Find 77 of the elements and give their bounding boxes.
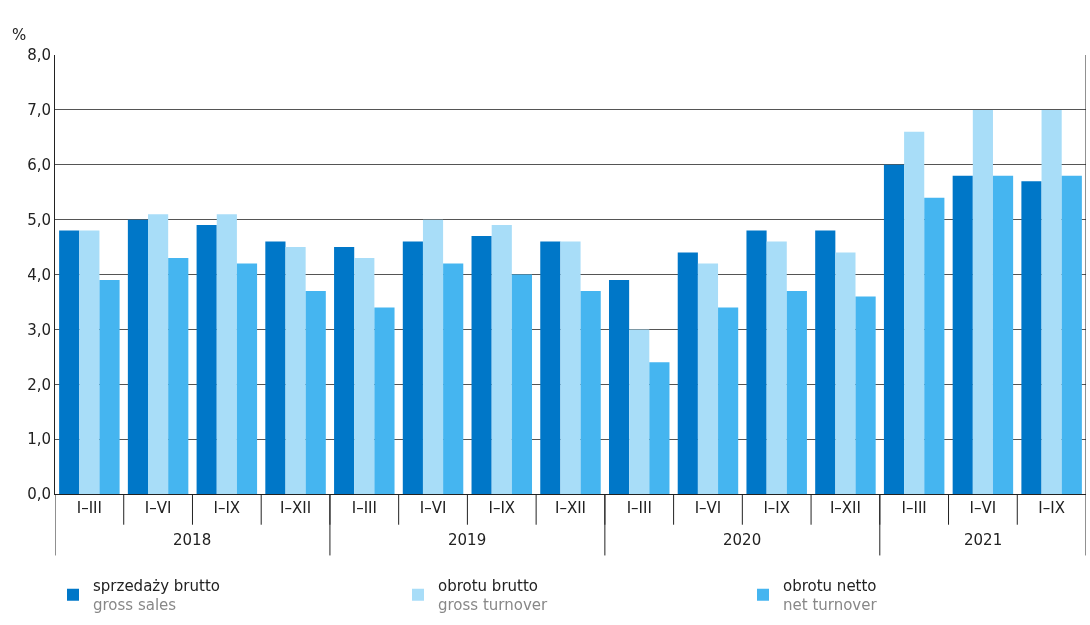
legend-label: obrotu netto net turnover xyxy=(783,576,878,615)
bar xyxy=(786,290,807,494)
bar xyxy=(127,219,149,494)
bar xyxy=(491,225,512,494)
bar xyxy=(649,362,670,494)
bar xyxy=(402,241,423,494)
y-axis-title: % xyxy=(12,26,27,44)
legend-label: sprzedaży brutto gross sales xyxy=(93,576,220,615)
y-tick-label: 1,0 xyxy=(27,430,51,449)
bar xyxy=(952,175,973,494)
bar xyxy=(972,109,993,494)
x-tick-label: I–VI xyxy=(694,499,722,517)
bar xyxy=(265,241,286,494)
bar xyxy=(1061,175,1082,494)
x-tick-label: I–XII xyxy=(280,499,312,517)
bar xyxy=(511,274,533,494)
bar xyxy=(79,230,100,494)
x-tick-label: I–VI xyxy=(144,499,172,517)
bar xyxy=(677,252,698,494)
bar xyxy=(855,296,876,494)
bar xyxy=(766,241,787,494)
bar xyxy=(883,164,905,494)
bar xyxy=(59,230,80,494)
y-tick-label: 6,0 xyxy=(27,156,51,174)
text: 2018 xyxy=(173,531,212,549)
x-tick-label: I–XII xyxy=(554,499,587,517)
y-tick-label: 8,0 xyxy=(27,46,51,65)
y-tick-label: 2,0 xyxy=(27,375,51,394)
bar xyxy=(354,258,375,494)
bar xyxy=(196,225,217,494)
bar xyxy=(746,230,767,494)
bar xyxy=(629,329,650,494)
bar xyxy=(148,214,169,494)
x-tick-label: I–III xyxy=(76,499,102,517)
bar xyxy=(608,279,630,494)
bar xyxy=(992,175,1014,494)
x-tick-label: I–III xyxy=(351,499,377,517)
bar xyxy=(540,241,561,494)
bar xyxy=(904,131,925,494)
bar xyxy=(216,214,237,494)
x-tick-label: I–III xyxy=(626,499,652,517)
bar xyxy=(835,252,856,494)
text: 2020 xyxy=(723,531,762,549)
bar xyxy=(560,241,581,494)
bar xyxy=(422,219,444,494)
x-tick-label: I–VI xyxy=(419,499,447,517)
bar xyxy=(374,307,395,494)
y-tick-label: 0,0 xyxy=(27,485,51,504)
bar xyxy=(471,236,492,494)
bar xyxy=(236,263,258,494)
x-tick-label: I–III xyxy=(901,499,927,517)
x-tick-label: I–IX xyxy=(1038,499,1065,517)
y-tick-label: 4,0 xyxy=(27,265,51,284)
y-tick-label: 7,0 xyxy=(27,101,51,120)
bar xyxy=(697,263,719,494)
bar xyxy=(168,258,189,494)
bar xyxy=(99,279,120,494)
bar xyxy=(718,307,739,494)
bar xyxy=(334,247,355,494)
bar xyxy=(924,197,945,494)
bar xyxy=(305,290,326,494)
text: 2019 xyxy=(448,531,487,549)
x-tick-label: I–VI xyxy=(969,499,997,517)
bar xyxy=(580,290,601,494)
x-tick-label: I–IX xyxy=(213,499,241,517)
x-tick-label: I–IX xyxy=(488,499,516,517)
bar xyxy=(443,263,464,494)
bar xyxy=(285,247,306,494)
x-tick-label: I–XII xyxy=(829,499,861,517)
bar xyxy=(1021,181,1042,494)
bar xyxy=(1041,109,1062,494)
legend-label: obrotu brutto gross turnover xyxy=(438,576,549,615)
text: 2021 xyxy=(964,531,1003,549)
bar xyxy=(815,230,836,494)
x-tick-label: I–IX xyxy=(763,499,791,517)
y-tick-label: 3,0 xyxy=(27,320,51,339)
y-tick-label: 5,0 xyxy=(27,210,51,229)
